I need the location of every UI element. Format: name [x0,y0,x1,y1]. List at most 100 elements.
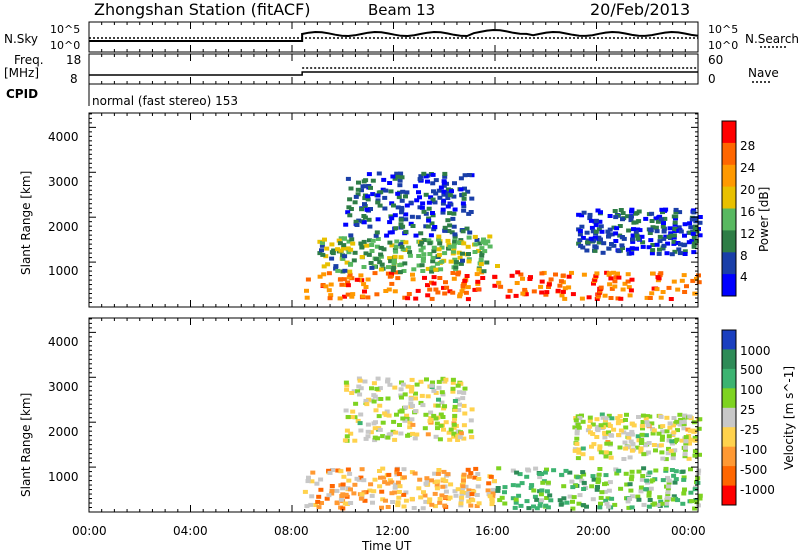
velocity-cbar-frame [721,329,737,506]
power-data-cell [478,257,484,262]
power-data-cell [608,296,614,300]
power-data-cell [394,239,400,244]
power-data-cell [437,241,443,246]
velocity-data-cell [631,423,637,428]
velocity-data-cell [461,436,467,441]
power-data-cell [445,196,451,200]
power-cbar-tick-4: 4 [740,270,748,284]
power-data-cell [509,273,515,278]
velocity-data-cell [587,419,593,423]
velocity-data-cell [490,487,496,492]
power-data-cell [600,250,606,255]
power-data-cell [418,248,424,253]
velocity-data-cell [385,435,391,440]
velocity-data-cell [372,477,378,482]
power-data-cell [694,276,699,281]
velocity-data-cell [513,497,519,502]
power-data-cell [579,296,585,301]
power-data-cell [342,254,348,259]
velocity-data-cell [338,497,344,502]
velocity-cbar-swatch [722,349,736,370]
power-data-cell [368,261,374,265]
velocity-ytick-2000: 2000 [48,425,79,439]
velocity-data-cell [418,495,424,500]
power-data-cell [420,269,426,273]
velocity-data-cell [576,450,582,455]
power-data-cell [365,295,371,300]
power-data-cell [391,203,396,208]
xtick-0400: 04:00 [173,524,208,538]
velocity-data-cell [673,469,679,474]
velocity-data-cell [540,480,546,485]
velocity-data-cell [526,506,532,511]
power-data-cell [615,271,620,276]
power-data-cell [657,239,663,244]
velocity-data-cell [439,400,445,405]
power-data-cell [445,238,451,243]
velocity-data-cell [594,417,600,422]
power-data-cell [546,282,552,287]
power-data-cell [392,176,398,181]
velocity-data-cell [603,416,609,421]
velocity-data-cell [674,419,680,424]
velocity-cbar-swatch [722,388,736,409]
power-data-cell [658,271,664,276]
velocity-data-cell [425,394,431,399]
power-data-cell [590,229,596,234]
velocity-data-cell [602,482,607,487]
power-data-cell [389,243,395,248]
velocity-data-cell [573,483,578,488]
power-data-cell [620,211,626,216]
velocity-data-cell [466,499,472,504]
velocity-data-cell [561,496,567,501]
velocity-data-cell [356,376,362,381]
power-data-cell [425,179,430,184]
power-data-cell [394,171,400,176]
power-data-cell [648,228,654,233]
power-data-cell [487,234,493,239]
power-data-cell [353,194,359,199]
velocity-data-cell [436,397,441,402]
velocity-data-cell [475,472,481,476]
velocity-data-cell [580,470,586,475]
power-data-cell [360,294,366,299]
power-data-cell [596,227,602,232]
power-data-cell [447,289,453,294]
power-data-cell [370,178,376,183]
power-data-cell [629,246,635,251]
velocity-data-cell [626,435,632,440]
velocity-data-cell [387,478,393,483]
velocity-data-cell [455,383,461,388]
velocity-data-cell [647,414,653,419]
power-data-cell [378,252,384,257]
velocity-data-cell [427,419,433,424]
velocity-data-cell [429,502,435,507]
power-data-cell [363,285,369,289]
power-data-cell [597,289,603,294]
power-data-cell [325,262,331,267]
velocity-data-cell [316,494,322,499]
velocity-data-cell [409,417,415,422]
power-data-cell [417,195,422,200]
nave-label: Nave [748,66,779,80]
power-data-cell [479,246,485,251]
velocity-colorbar [721,329,737,506]
power-data-cell [676,225,682,230]
power-data-cell [569,270,574,275]
velocity-data-cell [671,423,676,428]
velocity-data-cell [372,438,378,443]
power-data-cell [612,209,618,213]
power-data-cell [609,232,615,237]
velocity-data-cell [671,430,677,435]
velocity-data-cell [492,479,497,484]
power-data-cell [465,297,471,302]
velocity-data-cell [635,445,640,450]
velocity-data-cell [428,410,434,415]
power-data-cell [429,221,435,226]
velocity-data-cell [658,443,664,448]
power-data-cell [681,273,687,278]
velocity-data-cell [377,403,383,408]
power-data-cell [419,240,425,245]
power-data-cell [658,217,664,222]
power-data-cell [426,200,432,205]
